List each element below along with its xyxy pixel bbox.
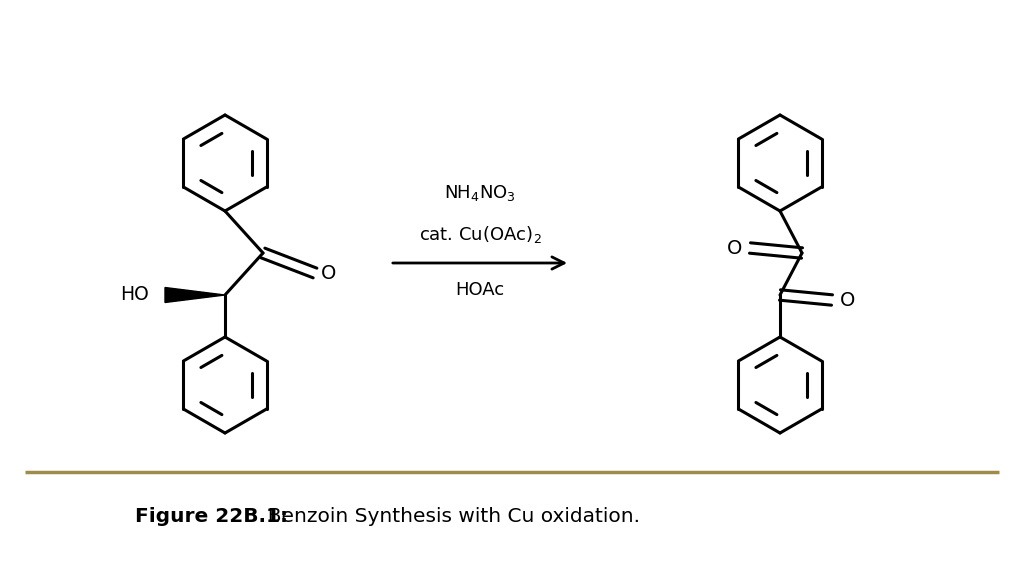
Text: NH$_4$NO$_3$: NH$_4$NO$_3$ — [444, 183, 516, 203]
Text: O: O — [840, 290, 855, 310]
Text: cat. Cu(OAc)$_2$: cat. Cu(OAc)$_2$ — [419, 224, 542, 245]
Polygon shape — [165, 288, 225, 302]
Text: O: O — [321, 263, 336, 282]
Text: HOAc: HOAc — [456, 281, 505, 299]
Text: Figure 22B.1:: Figure 22B.1: — [135, 507, 288, 527]
Text: O: O — [727, 238, 742, 258]
Text: HO: HO — [120, 285, 150, 305]
Text: Benzoin Synthesis with Cu oxidation.: Benzoin Synthesis with Cu oxidation. — [255, 507, 640, 527]
